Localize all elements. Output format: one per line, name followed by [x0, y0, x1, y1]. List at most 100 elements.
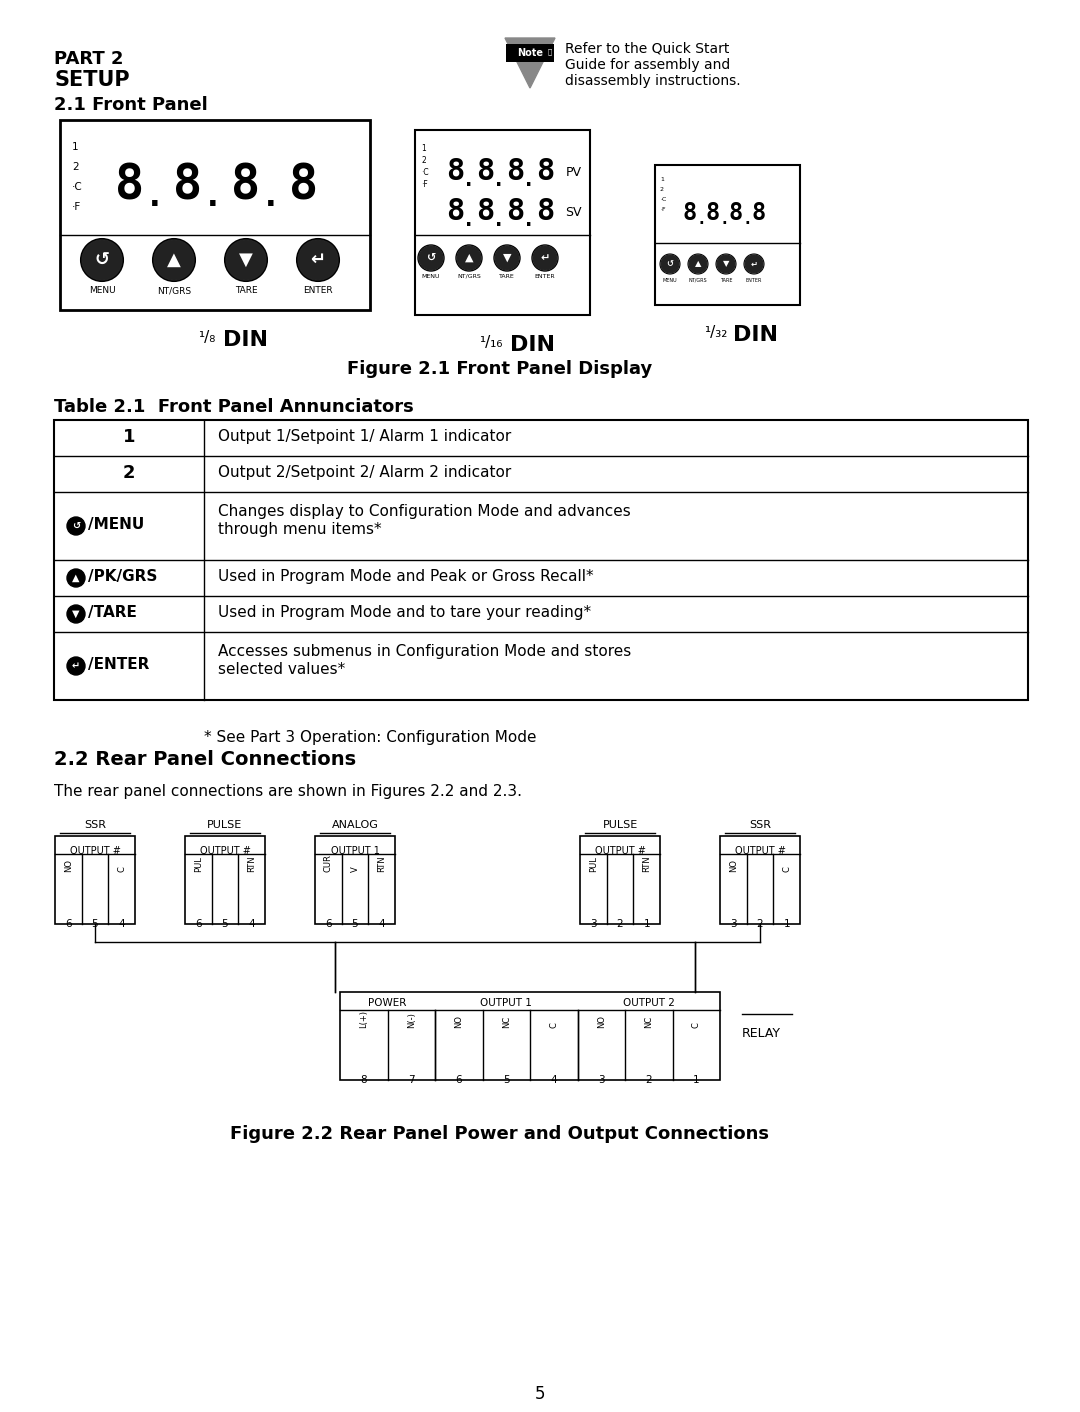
- Text: 8: 8: [476, 158, 495, 186]
- Circle shape: [457, 246, 481, 270]
- Text: ↺: ↺: [427, 253, 435, 263]
- FancyBboxPatch shape: [720, 836, 800, 923]
- Text: ↺: ↺: [72, 521, 80, 531]
- Polygon shape: [505, 38, 555, 88]
- Text: PART 2: PART 2: [54, 49, 123, 68]
- Text: /ENTER: /ENTER: [87, 658, 149, 672]
- Text: NO: NO: [729, 858, 738, 873]
- Text: 6: 6: [65, 919, 71, 929]
- Text: 5: 5: [535, 1385, 545, 1404]
- Text: ENTER: ENTER: [535, 274, 555, 280]
- Text: 8: 8: [505, 198, 524, 226]
- Circle shape: [661, 256, 679, 273]
- Text: /MENU: /MENU: [87, 518, 145, 532]
- Text: Ⓛ: Ⓛ: [548, 48, 552, 55]
- Text: 4: 4: [378, 919, 384, 929]
- Text: disassembly instructions.: disassembly instructions.: [565, 73, 741, 88]
- Text: * See Part 3 Operation: Configuration Mode: * See Part 3 Operation: Configuration Mo…: [204, 730, 537, 746]
- Text: OUTPUT 2: OUTPUT 2: [623, 998, 675, 1008]
- Text: DIN: DIN: [222, 330, 268, 350]
- Text: OUTPUT 1: OUTPUT 1: [481, 998, 532, 1008]
- Text: 5: 5: [92, 919, 98, 929]
- Text: .: .: [207, 182, 219, 212]
- Text: ·F: ·F: [421, 179, 428, 189]
- Text: CUR: CUR: [324, 854, 333, 873]
- Text: NT/GRS: NT/GRS: [157, 287, 191, 295]
- Text: 8: 8: [706, 201, 720, 225]
- Text: ▲: ▲: [167, 251, 181, 270]
- Text: NC: NC: [645, 1015, 653, 1028]
- Text: ENTER: ENTER: [303, 287, 333, 295]
- Text: 8: 8: [505, 158, 524, 186]
- Text: 3: 3: [730, 919, 737, 929]
- Text: ENTER: ENTER: [746, 278, 762, 282]
- Text: 8: 8: [752, 201, 766, 225]
- Text: OUTPUT 1: OUTPUT 1: [330, 846, 379, 856]
- Text: SETUP: SETUP: [54, 71, 130, 90]
- Text: 2: 2: [617, 919, 623, 929]
- Text: POWER: POWER: [368, 998, 407, 1008]
- Text: TARE: TARE: [719, 278, 732, 282]
- Text: .: .: [465, 171, 473, 189]
- Text: 2: 2: [72, 162, 79, 172]
- Circle shape: [67, 569, 85, 587]
- Text: ▲: ▲: [694, 260, 701, 268]
- Circle shape: [717, 256, 735, 273]
- Text: DIN: DIN: [510, 335, 555, 354]
- Text: selected values*: selected values*: [218, 662, 346, 676]
- Circle shape: [82, 240, 122, 280]
- Text: 8: 8: [536, 198, 554, 226]
- Circle shape: [745, 256, 762, 273]
- FancyBboxPatch shape: [315, 836, 395, 923]
- Text: C: C: [550, 1022, 558, 1028]
- Text: Table 2.1  Front Panel Annunciators: Table 2.1 Front Panel Annunciators: [54, 398, 414, 417]
- Text: .: .: [698, 212, 704, 227]
- FancyBboxPatch shape: [55, 836, 135, 923]
- Text: ¹/₈: ¹/₈: [198, 330, 215, 345]
- Text: 1: 1: [693, 1075, 700, 1084]
- Text: Used in Program Mode and to tare your reading*: Used in Program Mode and to tare your re…: [218, 606, 591, 620]
- FancyBboxPatch shape: [415, 130, 590, 315]
- Text: RELAY: RELAY: [742, 1027, 781, 1041]
- Text: /PK/GRS: /PK/GRS: [87, 569, 158, 585]
- Text: N(-): N(-): [407, 1012, 416, 1028]
- Text: ↵: ↵: [751, 260, 757, 268]
- Text: .: .: [525, 171, 532, 189]
- Text: 4: 4: [248, 919, 255, 929]
- Text: ▼: ▼: [723, 260, 729, 268]
- FancyBboxPatch shape: [654, 165, 800, 305]
- Text: Output 1/Setpoint 1/ Alarm 1 indicator: Output 1/Setpoint 1/ Alarm 1 indicator: [218, 429, 511, 445]
- Text: ·C: ·C: [421, 168, 429, 176]
- Text: ▲: ▲: [464, 253, 473, 263]
- Text: 3: 3: [590, 919, 596, 929]
- Text: ·C: ·C: [72, 182, 83, 192]
- Text: ▼: ▼: [503, 253, 511, 263]
- Text: L(+): L(+): [360, 1010, 368, 1028]
- Text: ·C: ·C: [660, 198, 666, 202]
- Text: 1: 1: [644, 919, 650, 929]
- Text: Guide for assembly and: Guide for assembly and: [565, 58, 730, 72]
- Circle shape: [67, 517, 85, 535]
- Text: 8: 8: [683, 201, 697, 225]
- Text: 6: 6: [325, 919, 332, 929]
- Text: 2.2 Rear Panel Connections: 2.2 Rear Panel Connections: [54, 750, 356, 770]
- Text: NO: NO: [597, 1015, 606, 1028]
- Text: NT/GRS: NT/GRS: [457, 274, 481, 280]
- Text: /TARE: /TARE: [87, 606, 137, 620]
- Text: ¹/₁₆: ¹/₁₆: [478, 335, 502, 350]
- Text: 1: 1: [660, 176, 664, 182]
- FancyBboxPatch shape: [340, 993, 720, 1080]
- Text: TARE: TARE: [499, 274, 515, 280]
- Text: 8: 8: [174, 161, 203, 209]
- Text: .: .: [525, 210, 532, 230]
- Text: NO: NO: [455, 1015, 463, 1028]
- Text: PUL: PUL: [193, 856, 203, 873]
- Text: SSR: SSR: [750, 820, 771, 830]
- Text: 8: 8: [536, 158, 554, 186]
- Text: .: .: [744, 212, 750, 227]
- Text: TARE: TARE: [234, 287, 257, 295]
- Circle shape: [534, 246, 557, 270]
- Text: Refer to the Quick Start: Refer to the Quick Start: [565, 42, 729, 56]
- Text: SV: SV: [566, 206, 582, 219]
- Circle shape: [689, 256, 707, 273]
